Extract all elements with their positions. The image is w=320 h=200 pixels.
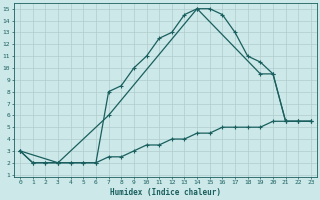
X-axis label: Humidex (Indice chaleur): Humidex (Indice chaleur) (110, 188, 221, 197)
